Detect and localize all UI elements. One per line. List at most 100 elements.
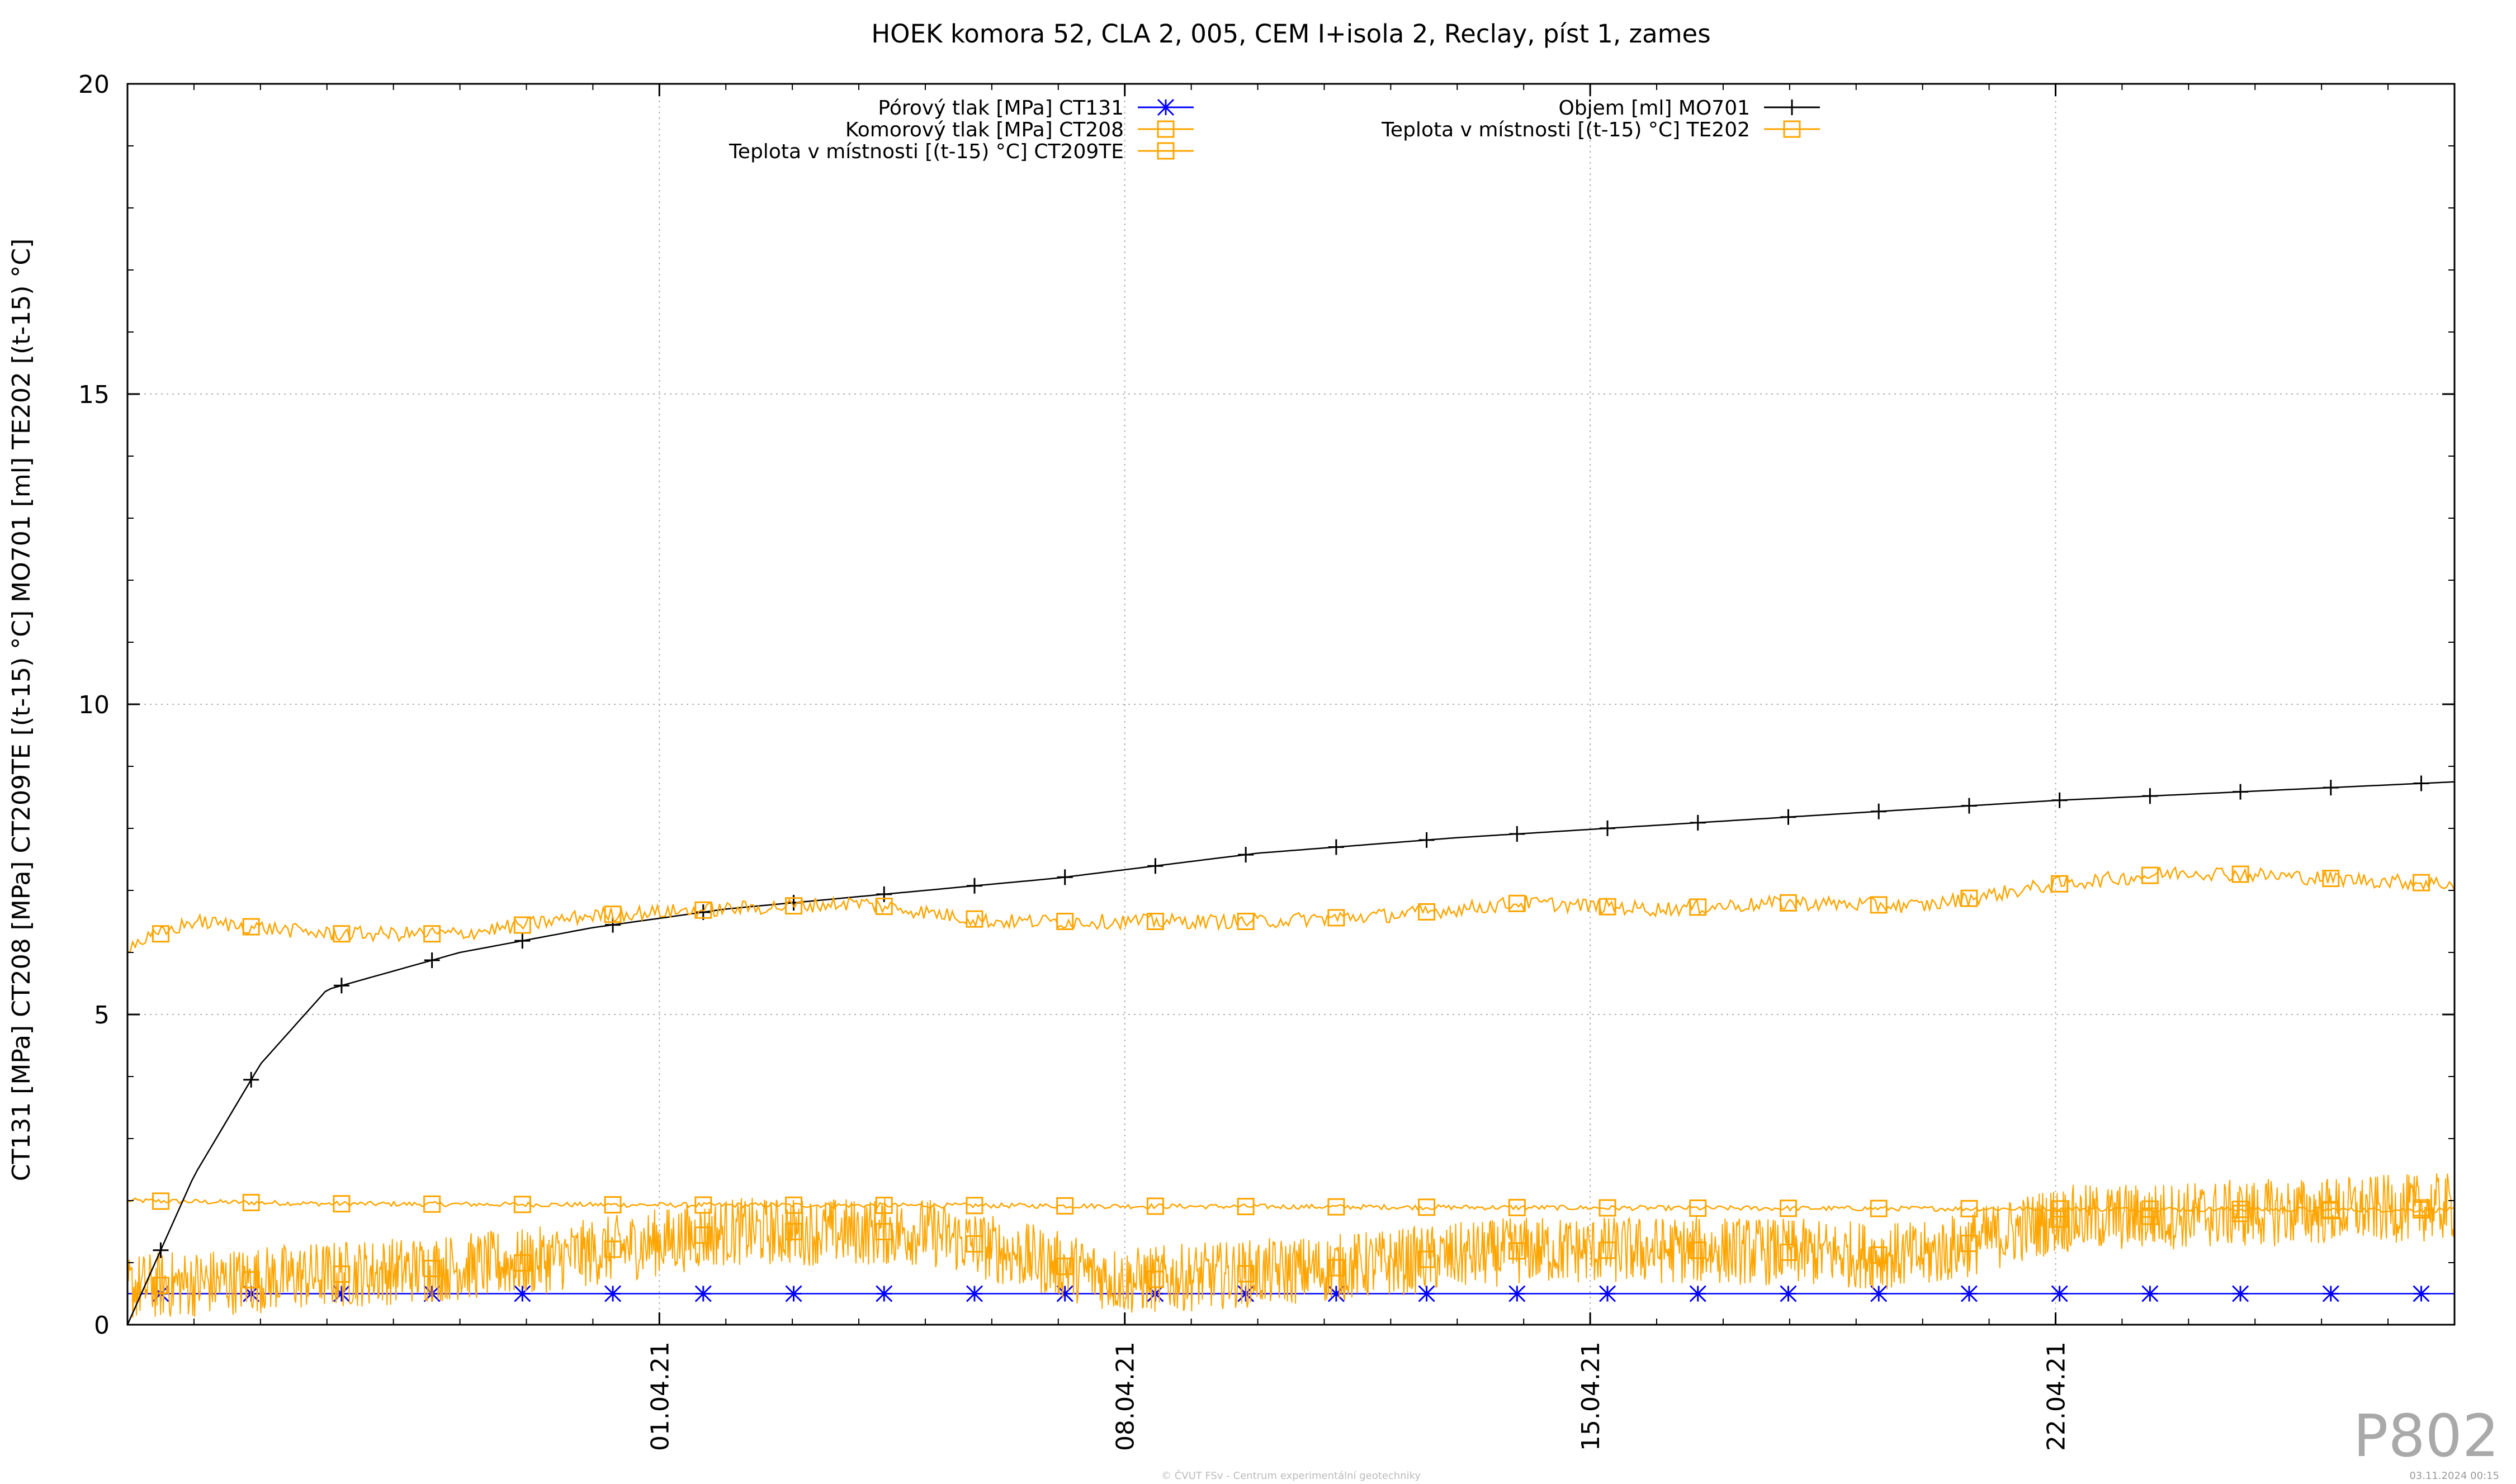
legend-label: Komorový tlak [MPa] CT208 — [845, 118, 1124, 141]
data-point — [513, 1254, 531, 1272]
x-tick-label: 01.04.21 — [646, 1341, 674, 1451]
data-point — [1327, 1259, 1345, 1277]
data-point — [333, 1265, 351, 1283]
data-point — [2413, 1285, 2430, 1302]
data-point — [1327, 909, 1345, 927]
data-point — [875, 1223, 893, 1240]
data-point — [1418, 1250, 1436, 1268]
data-point — [424, 952, 440, 968]
legend-label: Teplota v místnosti [(t-15) °C] TE202 — [1381, 118, 1750, 141]
data-point — [785, 1223, 803, 1240]
legend-label: Pórový tlak [MPa] CT131 — [878, 97, 1124, 120]
data-point — [514, 933, 531, 949]
data-point — [604, 905, 622, 923]
data-point — [1056, 913, 1074, 930]
data-point — [1870, 1246, 1888, 1264]
data-point — [1146, 913, 1164, 930]
data-point — [1960, 889, 1978, 907]
data-point — [2413, 874, 2430, 892]
data-point — [876, 886, 892, 902]
data-point — [152, 1192, 169, 1210]
data-point — [1508, 1242, 1526, 1260]
watermark-label: P802 — [2353, 1402, 2499, 1470]
data-point — [1056, 1258, 1074, 1276]
data-point — [1870, 1199, 1888, 1217]
data-point — [694, 1285, 712, 1302]
legend-marker — [1157, 142, 1175, 160]
data-point — [2322, 870, 2340, 888]
data-point — [1690, 814, 1706, 831]
data-point — [1598, 898, 1616, 916]
y-tick-label: 10 — [78, 691, 110, 719]
data-point — [2413, 775, 2429, 791]
data-point — [333, 1195, 351, 1213]
data-point — [2051, 1210, 2069, 1228]
data-point — [966, 1285, 983, 1302]
data-point — [1237, 1265, 1255, 1283]
data-point — [604, 1240, 622, 1258]
data-point — [1328, 839, 1344, 855]
data-point — [785, 897, 803, 915]
legend-marker — [1157, 98, 1175, 116]
data-point — [1689, 1241, 1707, 1259]
data-point — [1689, 1285, 1706, 1302]
data-point — [513, 1196, 531, 1213]
data-point — [1238, 847, 1254, 863]
data-point — [1508, 1285, 1526, 1302]
y-tick-label: 20 — [78, 70, 110, 99]
data-point — [604, 1285, 622, 1302]
data-point — [242, 1271, 260, 1289]
data-point — [966, 1235, 983, 1253]
data-point — [333, 978, 349, 994]
legend-label: Objem [ml] MO701 — [1558, 97, 1750, 120]
data-point — [243, 1071, 259, 1088]
data-point — [153, 1242, 169, 1258]
data-point — [1960, 1199, 1978, 1217]
data-point — [423, 1260, 441, 1278]
y-tick-label: 5 — [94, 1001, 110, 1030]
data-point — [423, 1195, 441, 1213]
y-tick-label: 0 — [94, 1311, 110, 1340]
legend-marker — [1784, 99, 1800, 115]
data-point — [1780, 1285, 1797, 1302]
data-point — [333, 925, 351, 943]
data-point — [1780, 809, 1796, 825]
data-point — [2051, 792, 2068, 808]
data-point — [1418, 1285, 1435, 1302]
data-point — [1056, 1285, 1073, 1302]
data-point — [2142, 788, 2158, 804]
data-point — [876, 1285, 893, 1302]
data-point — [694, 901, 712, 919]
data-point — [1418, 832, 1435, 848]
data-point — [1689, 898, 1707, 916]
data-point — [1779, 1243, 1797, 1261]
series-layer — [126, 775, 2456, 1325]
data-point — [1598, 1199, 1616, 1217]
data-point — [242, 918, 260, 936]
data-point — [514, 1285, 531, 1302]
legend-label: Teplota v místnosti [(t-15) °C] CT209TE — [729, 140, 1124, 163]
data-point — [2413, 1199, 2430, 1217]
series-line — [127, 1173, 2455, 1318]
data-point — [1870, 896, 1888, 914]
data-point — [694, 1196, 712, 1214]
legend-marker — [1783, 120, 1801, 138]
data-point — [785, 1285, 802, 1302]
data-point — [1508, 1198, 1526, 1216]
data-point — [423, 1285, 441, 1302]
x-tick-label: 22.04.21 — [2042, 1341, 2071, 1451]
data-point — [152, 1277, 169, 1295]
data-point — [2232, 1285, 2249, 1302]
data-point — [1418, 1198, 1436, 1216]
data-point — [423, 925, 441, 943]
data-point — [1871, 803, 1887, 819]
data-point — [1509, 826, 1525, 842]
footer-timestamp: 03.11.2024 00:15 — [2409, 1470, 2499, 1481]
data-point — [1056, 1197, 1074, 1215]
data-point — [2322, 1285, 2339, 1302]
x-tick-label: 08.04.21 — [1112, 1341, 1140, 1451]
data-point — [2051, 1285, 2068, 1302]
